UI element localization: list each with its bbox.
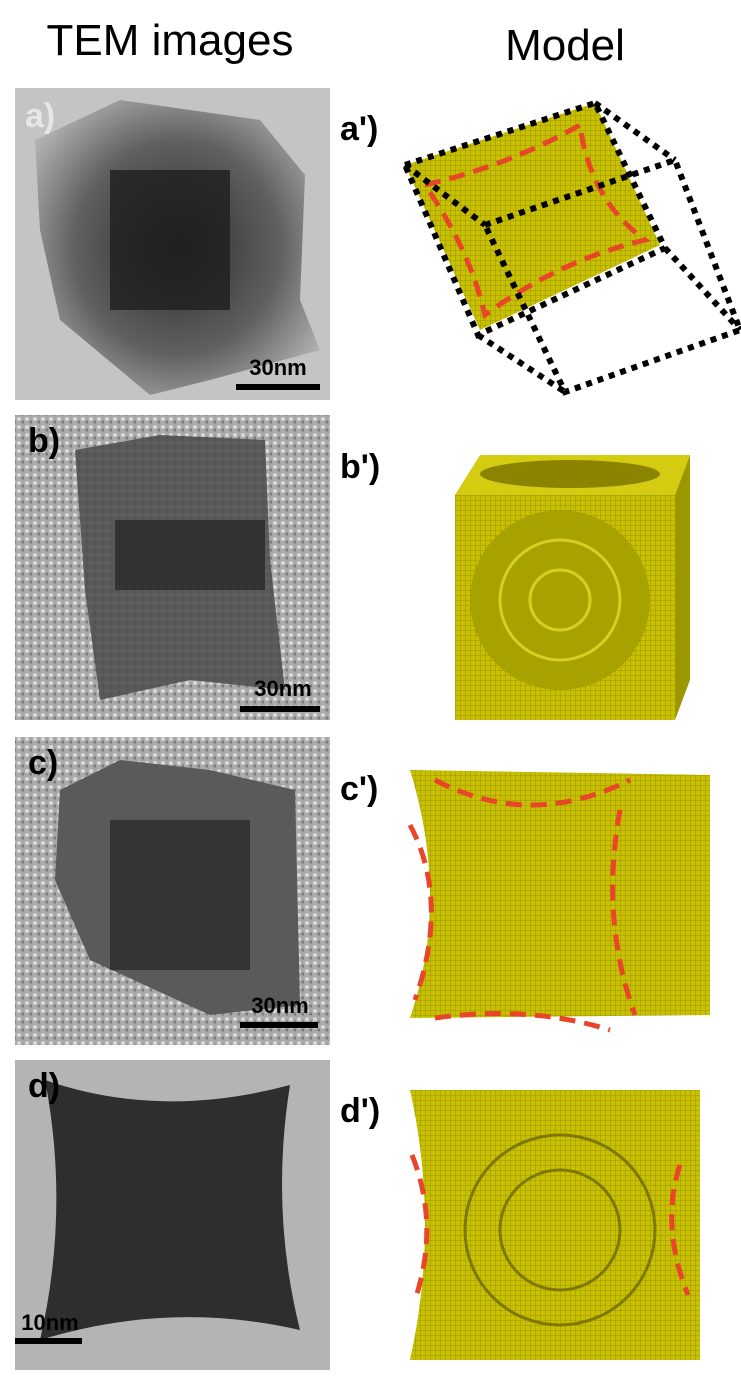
panel-label: b') [340, 448, 380, 486]
panel-label: d') [340, 1092, 380, 1130]
scale-bar [240, 1022, 318, 1028]
model [405, 103, 740, 392]
panel-label: a') [340, 110, 378, 148]
panel-label: c') [340, 770, 378, 808]
scale-bar-label: 30nm [249, 355, 306, 380]
scale-bar [236, 384, 320, 390]
scale-bar-label: 10nm [21, 1310, 78, 1335]
panel-label: d) [28, 1067, 60, 1105]
panel-label: b) [28, 422, 60, 460]
panel-label: a) [25, 97, 55, 135]
header-right: Model [505, 21, 625, 70]
panel-label: c) [28, 744, 58, 782]
scale-bar [15, 1338, 82, 1344]
header-left: TEM images [47, 16, 294, 65]
tem-image [15, 88, 330, 400]
model [410, 1090, 700, 1360]
scale-bar-label: 30nm [251, 993, 308, 1018]
figure: TEM images Model a) 30nm a') b) 30nm b') [0, 0, 741, 1386]
model [455, 455, 690, 720]
scale-bar-label: 30nm [254, 676, 311, 701]
tem-image [15, 415, 330, 720]
scale-bar [240, 706, 320, 712]
model [410, 770, 710, 1030]
